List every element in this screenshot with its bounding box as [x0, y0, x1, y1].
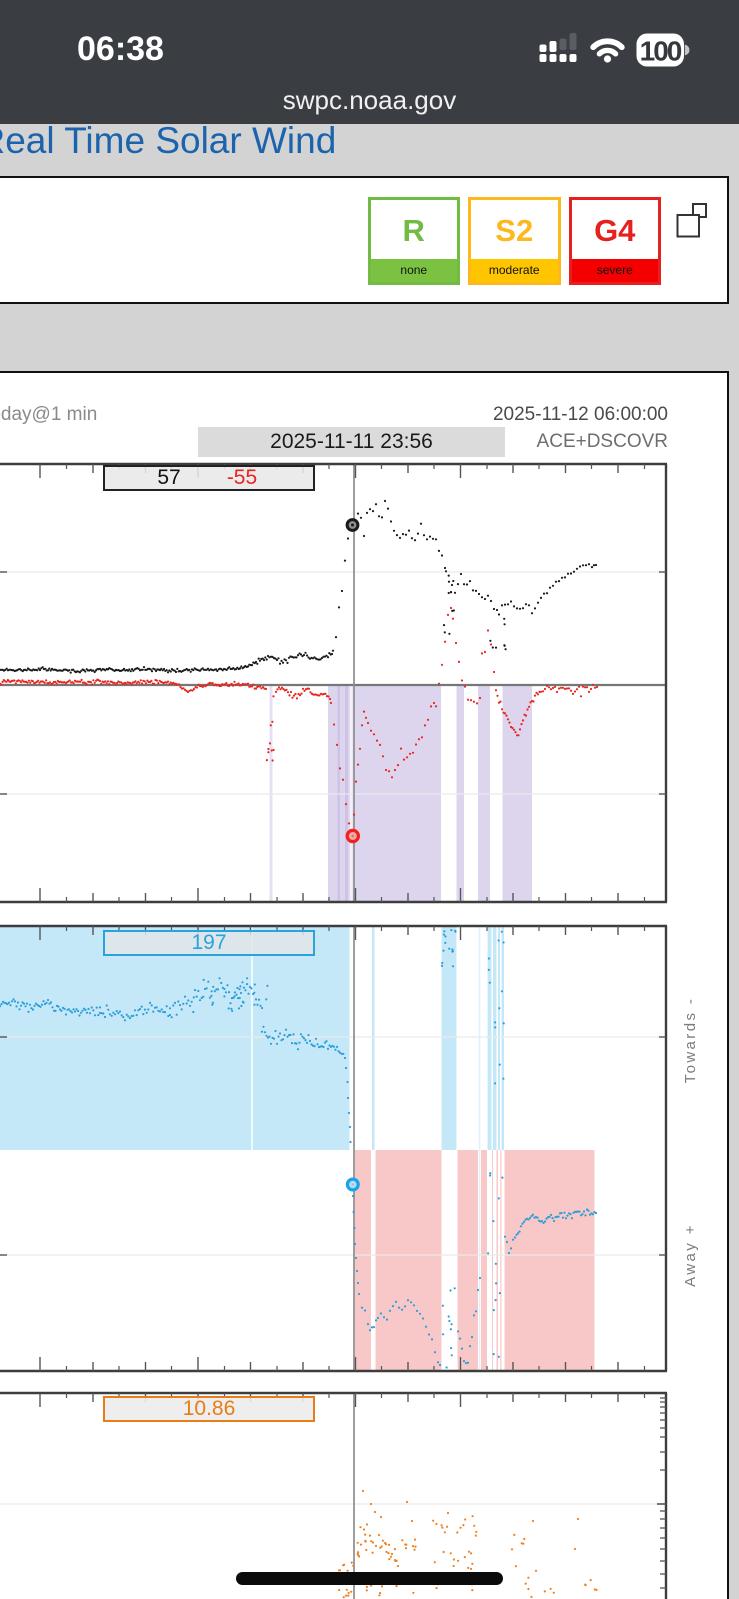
svg-text:100: 100: [640, 36, 682, 67]
